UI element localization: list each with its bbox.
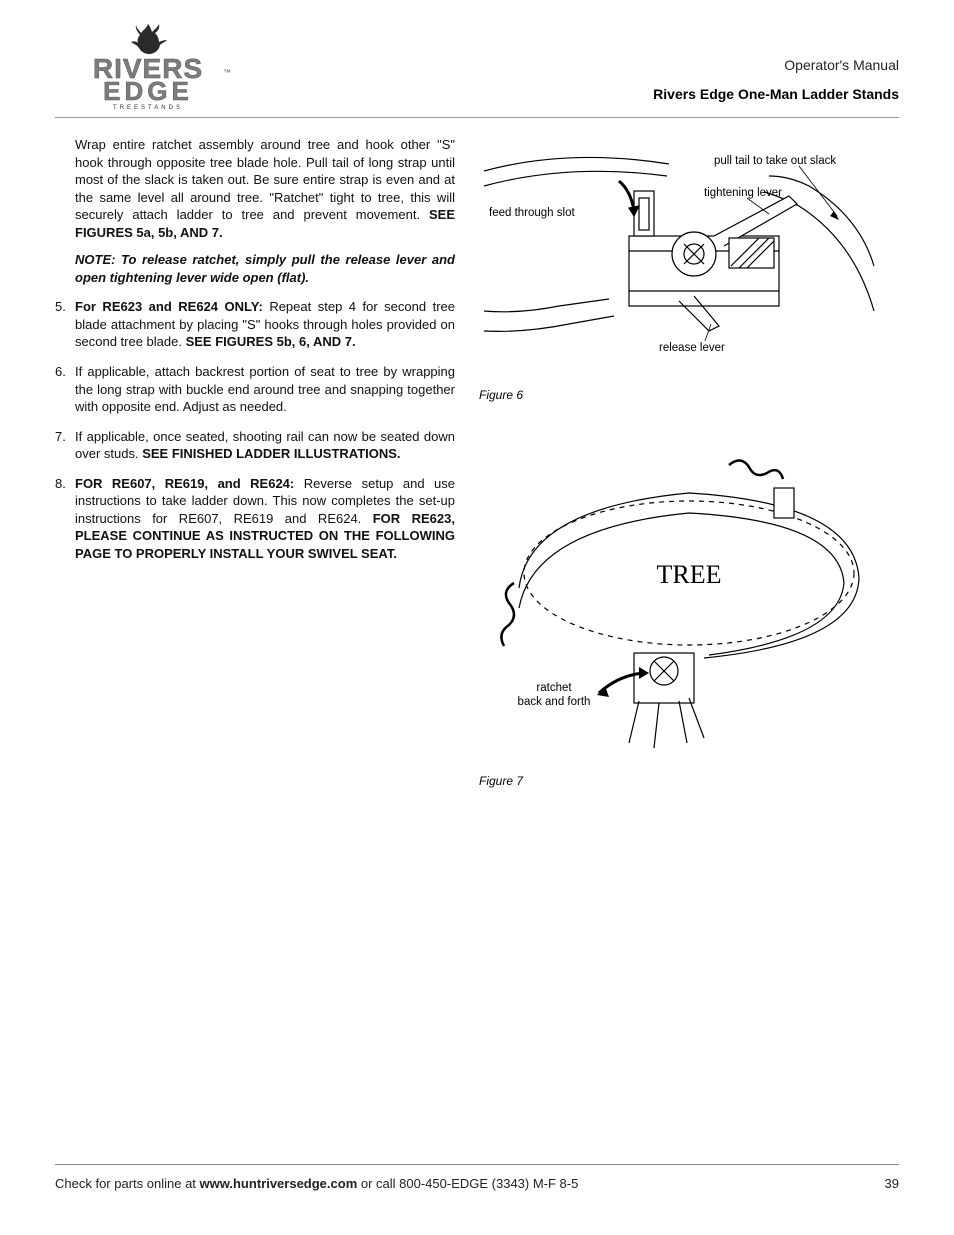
step-7: If applicable, once seated, shooting rai… [55, 428, 455, 463]
step-6: If applicable, attach backrest portion o… [55, 363, 455, 416]
product-line: Rivers Edge One-Man Ladder Stands [653, 85, 899, 104]
footer-pre: Check for parts online at [55, 1176, 200, 1191]
figure-7: TREE ratchet back and forth Figure 7 [479, 443, 899, 790]
brand-logo: RIVERS EDGE TREESTANDS ™ [63, 20, 233, 110]
intro-text: Wrap entire ratchet assembly around tree… [75, 137, 455, 222]
label-tight-lever: tightening lever [704, 187, 782, 199]
page-footer: Check for parts online at www.huntrivers… [55, 1164, 899, 1193]
page-number: 39 [885, 1175, 899, 1193]
step-tail: SEE FINISHED LADDER ILLUSTRATIONS. [142, 446, 400, 461]
step-5: For RE623 and RE624 ONLY: Repeat step 4 … [55, 298, 455, 351]
figures-column: feed through slot tightening lever pull … [479, 136, 899, 809]
steps-list: For RE623 and RE624 ONLY: Repeat step 4 … [75, 298, 455, 562]
step-lead: FOR RE607, RE619, and RE624: [75, 476, 304, 491]
label-ratchet-1: ratchet [536, 682, 572, 694]
svg-text:™: ™ [223, 68, 231, 77]
footer-post: or call 800-450-EDGE (3343) M-F 8-5 [357, 1176, 578, 1191]
label-release-lever: release lever [659, 342, 725, 354]
release-note: NOTE: To release ratchet, simply pull th… [75, 251, 455, 286]
label-tree: TREE [657, 560, 722, 589]
step-text: If applicable, attach backrest portion o… [75, 364, 455, 414]
footer-left: Check for parts online at www.huntrivers… [55, 1175, 578, 1193]
step-lead: For RE623 and RE624 ONLY: [75, 299, 269, 314]
step-tail: SEE FIGURES 5b, 6, AND 7. [186, 334, 356, 349]
label-ratchet-2: back and forth [518, 696, 591, 708]
svg-text:TREESTANDS: TREESTANDS [113, 105, 183, 110]
intro-paragraph: Wrap entire ratchet assembly around tree… [75, 136, 455, 241]
footer-url: www.huntriversedge.com [200, 1176, 358, 1191]
figure-6: feed through slot tightening lever pull … [479, 136, 899, 403]
label-feed-slot: feed through slot [489, 207, 575, 219]
instruction-column: Wrap entire ratchet assembly around tree… [55, 136, 455, 809]
label-pull-tail: pull tail to take out slack [714, 155, 836, 167]
page-header: RIVERS EDGE TREESTANDS ™ Operator's Manu… [55, 28, 899, 118]
figure-7-caption: Figure 7 [479, 773, 899, 789]
manual-type: Operator's Manual [653, 56, 899, 75]
step-8: FOR RE607, RE619, and RE624: Reverse set… [55, 475, 455, 563]
svg-text:EDGE: EDGE [103, 76, 193, 106]
figure-6-caption: Figure 6 [479, 387, 899, 403]
